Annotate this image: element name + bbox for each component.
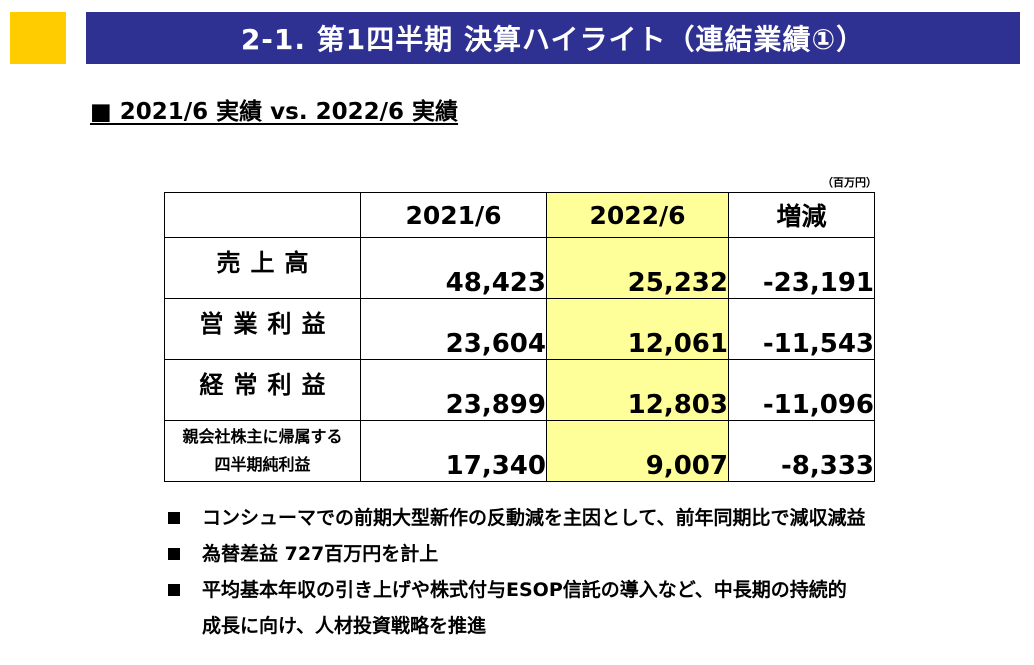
bullet-item: 平均基本年収の引き上げや株式付与ESOP信託の導入など、中長期の持続的 成長に向… (168, 572, 865, 644)
unit-label: （百万円） (822, 176, 877, 189)
table-header-row: 2021/6 2022/6 増減 (164, 192, 875, 238)
cell-2022: 12,061 (546, 298, 729, 360)
row-label-line2: 四半期純利益 (214, 455, 311, 474)
bullet-text-continued: 成長に向け、人材投資戦略を推進 (202, 615, 487, 637)
table-row: 売上高 48,423 25,232 -23,191 (164, 237, 875, 299)
bullet-item: 為替差益 727百万円を計上 (168, 536, 865, 572)
cell-2021: 48,423 (360, 237, 547, 299)
row-label: 経常利益 (164, 359, 361, 421)
header-blank (164, 192, 361, 238)
row-label: 売上高 (164, 237, 361, 299)
col-header-change: 増減 (728, 192, 875, 238)
page-title: 2-1. 第1四半期 決算ハイライト（連結業績①） (240, 23, 866, 56)
row-label: 親会社株主に帰属する 四半期純利益 (164, 420, 361, 482)
row-label: 営業利益 (164, 298, 361, 360)
col-header-2021: 2021/6 (360, 192, 547, 238)
bullet-text: 平均基本年収の引き上げや株式付与ESOP信託の導入など、中長期の持続的 (202, 579, 847, 601)
cell-2021: 23,899 (360, 359, 547, 421)
cell-change: -23,191 (728, 237, 875, 299)
cell-change: -8,333 (728, 420, 875, 482)
accent-square (10, 12, 66, 64)
bullet-list: コンシューマでの前期大型新作の反動減を主因として、前年同期比で減収減益 為替差益… (168, 500, 865, 644)
col-header-2022: 2022/6 (546, 192, 729, 238)
table-row: 親会社株主に帰属する 四半期純利益 17,340 9,007 -8,333 (164, 420, 875, 482)
section-subtitle: ■ 2021/6 実績 vs. 2022/6 実績 (90, 99, 459, 125)
cell-change: -11,096 (728, 359, 875, 421)
results-table: 2021/6 2022/6 増減 売上高 48,423 25,232 -23,1… (164, 192, 875, 482)
cell-2021: 23,604 (360, 298, 547, 360)
title-bar: 2-1. 第1四半期 決算ハイライト（連結業績①） (86, 12, 1020, 64)
bullet-square-icon (168, 584, 180, 596)
cell-change: -11,543 (728, 298, 875, 360)
table-row: 営業利益 23,604 12,061 -11,543 (164, 298, 875, 360)
cell-2021: 17,340 (360, 420, 547, 482)
row-label-text: 売上高 (216, 248, 319, 277)
bullet-text: コンシューマでの前期大型新作の反動減を主因として、前年同期比で減収減益 (202, 507, 866, 529)
bullet-item: コンシューマでの前期大型新作の反動減を主因として、前年同期比で減収減益 (168, 500, 865, 536)
cell-2022: 9,007 (546, 420, 729, 482)
row-label-text: 経常利益 (199, 370, 336, 399)
cell-2022: 12,803 (546, 359, 729, 421)
table-row: 経常利益 23,899 12,803 -11,096 (164, 359, 875, 421)
bullet-square-icon (168, 548, 180, 560)
cell-2022: 25,232 (546, 237, 729, 299)
row-label-text: 営業利益 (199, 309, 336, 338)
row-label-line1: 親会社株主に帰属する (182, 427, 343, 446)
bullet-square-icon (168, 512, 180, 524)
bullet-text: 為替差益 727百万円を計上 (202, 543, 439, 565)
